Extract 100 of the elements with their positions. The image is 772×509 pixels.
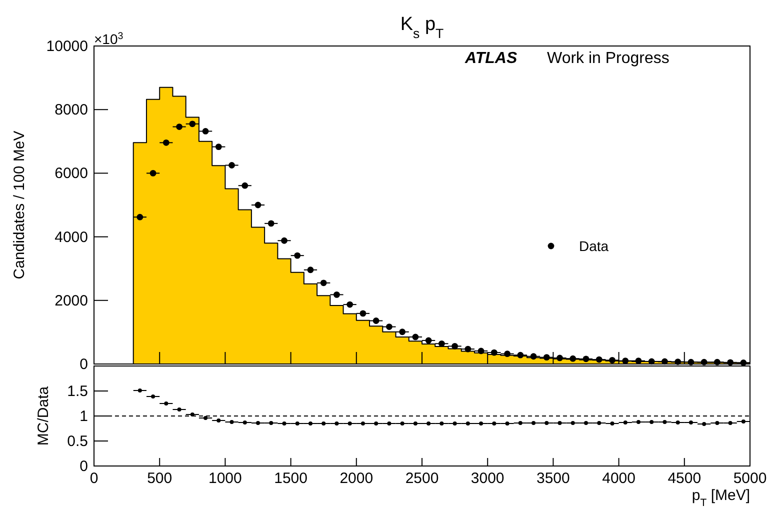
- point: [504, 350, 510, 358]
- point: [570, 355, 576, 362]
- point: [269, 421, 274, 425]
- point: [438, 340, 445, 347]
- point: [570, 421, 575, 425]
- x-tick-label: 4500: [668, 470, 702, 487]
- chart-title: K$_{s}$ p$_{T}$: [400, 14, 444, 40]
- y-tick-label: 0.5: [67, 433, 88, 450]
- point: [320, 280, 327, 286]
- y-tick-label: 0: [80, 356, 88, 373]
- point: [490, 349, 498, 356]
- y-tick-label: 2000: [54, 292, 88, 310]
- point: [189, 120, 196, 128]
- point: [242, 182, 248, 189]
- y-axis-title: Candidates / 100 MeV: [11, 130, 28, 280]
- y-tick-label: 1.5: [67, 383, 88, 400]
- point: [425, 337, 432, 344]
- point: [636, 420, 640, 424]
- x-tick-label: 4000: [602, 470, 636, 487]
- point: [558, 421, 562, 425]
- annotation: Work in Progress: [547, 50, 670, 67]
- x-tick-label: 5000: [733, 470, 767, 487]
- point: [492, 422, 496, 426]
- point: [662, 420, 667, 424]
- point: [530, 353, 537, 360]
- point: [138, 388, 142, 392]
- point: [610, 422, 614, 426]
- legend-label: Data: [579, 238, 609, 254]
- point: [322, 422, 326, 426]
- point: [204, 416, 208, 420]
- point: [452, 342, 458, 350]
- point: [334, 291, 340, 298]
- point: [150, 170, 156, 176]
- y-axis-title: MC/Data: [35, 386, 52, 446]
- point: [650, 420, 654, 424]
- y-tick-label: 8000: [54, 102, 88, 119]
- point: [596, 356, 602, 363]
- point: [715, 421, 720, 425]
- point: [582, 356, 590, 362]
- point: [164, 402, 168, 406]
- point: [623, 420, 628, 424]
- point: [256, 421, 260, 425]
- point: [372, 318, 380, 324]
- point: [452, 422, 457, 426]
- point: [254, 202, 262, 208]
- point: [688, 420, 693, 424]
- point: [176, 124, 182, 130]
- x-tick-label: 2000: [340, 470, 374, 487]
- point: [360, 422, 365, 426]
- point: [400, 422, 404, 426]
- x-tick-label: 1000: [208, 470, 242, 487]
- point: [622, 358, 629, 364]
- point: [215, 144, 222, 150]
- point: [584, 421, 588, 425]
- point: [466, 422, 470, 426]
- x-tick-label: 500: [147, 470, 172, 487]
- point: [741, 420, 746, 424]
- point: [478, 348, 484, 354]
- y-tick-label: 6000: [54, 165, 88, 182]
- x-axis-title: p$_{T}$ [MeV]: [692, 487, 750, 509]
- point: [426, 422, 431, 426]
- x-tick-label: 1500: [274, 470, 308, 487]
- point: [202, 128, 209, 134]
- point: [360, 310, 366, 317]
- point: [136, 214, 144, 220]
- y-tick-label: 10000: [46, 38, 88, 55]
- point: [532, 421, 536, 425]
- point: [282, 422, 286, 426]
- point: [348, 422, 352, 426]
- annotation: ATLAS: [464, 50, 518, 67]
- point: [151, 394, 156, 398]
- point: [268, 220, 274, 227]
- point: [307, 266, 314, 274]
- point: [635, 358, 642, 364]
- x-tick-label: 3000: [470, 470, 504, 487]
- point: [242, 420, 247, 424]
- point: [387, 422, 392, 426]
- point: [308, 422, 312, 426]
- point: [374, 422, 378, 426]
- point: [334, 422, 339, 426]
- point: [543, 354, 550, 361]
- point: [676, 420, 680, 424]
- point: [728, 421, 732, 425]
- point: [518, 421, 522, 425]
- y-tick-label: 1: [80, 408, 88, 425]
- point: [517, 352, 524, 358]
- y-tick-label: 4000: [54, 228, 88, 246]
- point: [346, 301, 354, 308]
- point: [216, 418, 221, 422]
- point: [230, 420, 234, 424]
- point: [609, 356, 616, 364]
- point: [294, 252, 301, 259]
- point: [505, 422, 510, 426]
- point: [597, 421, 602, 425]
- point: [544, 421, 549, 425]
- point: [162, 139, 170, 146]
- x-tick-label: 3500: [536, 470, 570, 487]
- point: [556, 354, 563, 362]
- point: [413, 422, 418, 426]
- point: [190, 412, 194, 416]
